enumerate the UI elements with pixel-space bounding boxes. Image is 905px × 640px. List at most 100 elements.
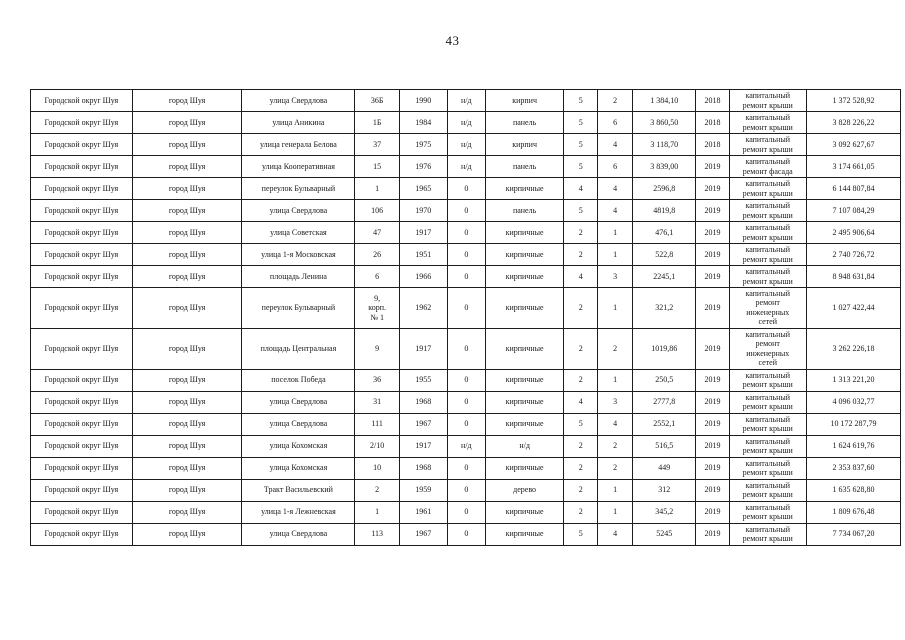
table-row: Городской округ Шуя город Шуя Тракт Василь…	[30, 478, 902, 502]
area-cell: 321,2	[631, 287, 697, 329]
table-body: Городской округ Шуя город Шуя улица Свердл…	[30, 89, 902, 546]
street-cell: улица Свердлова	[241, 89, 356, 112]
plan-year-cell: 2019	[695, 155, 730, 178]
repair-type-cell: капитальный ремонт крыши	[728, 199, 807, 222]
street-cell: улица Аникина	[241, 111, 356, 134]
cost-cell: 3 092 627,67	[805, 133, 902, 156]
entrances-cell: 1	[597, 500, 633, 524]
house-number-cell: 1Б	[354, 111, 400, 134]
year-built-cell: 1917	[398, 221, 448, 244]
city-cell: город Шуя	[131, 368, 243, 392]
entrances-cell: 6	[597, 111, 633, 134]
table-row: Городской округ Шуя город Шуя площадь Цент…	[30, 327, 902, 370]
city-cell: город Шуя	[131, 434, 243, 458]
house-number-cell: 113	[354, 522, 400, 546]
city-cell: город Шуя	[131, 221, 243, 244]
house-number-cell: 37	[354, 133, 400, 156]
city-cell: город Шуя	[131, 177, 243, 200]
municipality-cell: Городской округ Шуя	[30, 133, 133, 156]
city-cell: город Шуя	[131, 478, 243, 502]
floors-cell: 2	[563, 243, 599, 266]
entrances-cell: 4	[597, 199, 633, 222]
entrances-cell: 2	[597, 434, 633, 458]
street-cell: улица Кохомская	[241, 434, 356, 458]
municipality-cell: Городской округ Шуя	[30, 327, 133, 370]
table-row: Городской округ Шуя город Шуя улица Аникин…	[30, 111, 902, 134]
area-cell: 250,5	[631, 368, 697, 392]
wall-material-cell: кирпичные	[484, 456, 565, 480]
year-built-cell: 1968	[398, 390, 448, 414]
cost-cell: 3 828 226,22	[805, 111, 902, 134]
floors-cell: 2	[563, 368, 599, 392]
area-cell: 312	[631, 478, 697, 502]
wear-cell: 0	[446, 287, 486, 329]
wall-material-cell: кирпичные	[484, 221, 565, 244]
table-row: Городской округ Шуя город Шуя улица Свердл…	[30, 89, 902, 112]
wall-material-cell: кирпичные	[484, 368, 565, 392]
municipality-cell: Городской округ Шуя	[30, 412, 133, 436]
wear-cell: 0	[446, 177, 486, 200]
entrances-cell: 4	[597, 412, 633, 436]
wear-cell: 0	[446, 412, 486, 436]
table-row: Городской округ Шуя город Шуя поселок Побе…	[30, 368, 902, 392]
city-cell: город Шуя	[131, 111, 243, 134]
area-cell: 2245,1	[631, 265, 697, 288]
street-cell: улица Свердлова	[241, 522, 356, 546]
plan-year-cell: 2019	[695, 522, 730, 546]
floors-cell: 2	[563, 456, 599, 480]
street-cell: Тракт Васильевский	[241, 478, 356, 502]
repair-type-cell: капитальный ремонт инженерных сетей	[728, 327, 807, 370]
street-cell: улица Советская	[241, 221, 356, 244]
repair-type-cell: капитальный ремонт крыши	[728, 177, 807, 200]
repair-type-cell: капитальный ремонт фасада	[728, 155, 807, 178]
year-built-cell: 1951	[398, 243, 448, 266]
street-cell: улица Свердлова	[241, 199, 356, 222]
entrances-cell: 3	[597, 265, 633, 288]
area-cell: 5245	[631, 522, 697, 546]
house-number-cell: 47	[354, 221, 400, 244]
municipality-cell: Городской округ Шуя	[30, 111, 133, 134]
floors-cell: 5	[563, 522, 599, 546]
entrances-cell: 1	[597, 221, 633, 244]
wall-material-cell: кирпичные	[484, 243, 565, 266]
table-row: Городской округ Шуя город Шуя улица Кохомс…	[30, 434, 902, 458]
house-number-cell: 9, корп. № 1	[354, 287, 400, 329]
city-cell: город Шуя	[131, 500, 243, 524]
wear-cell: 0	[446, 199, 486, 222]
year-built-cell: 1966	[398, 265, 448, 288]
floors-cell: 5	[563, 412, 599, 436]
wear-cell: 0	[446, 478, 486, 502]
cost-cell: 1 027 422,44	[805, 287, 902, 329]
street-cell: улица Свердлова	[241, 412, 356, 436]
area-cell: 1019,86	[631, 327, 697, 370]
house-number-cell: 111	[354, 412, 400, 436]
house-number-cell: 6	[354, 265, 400, 288]
year-built-cell: 1959	[398, 478, 448, 502]
repair-type-cell: капитальный ремонт крыши	[728, 133, 807, 156]
floors-cell: 2	[563, 478, 599, 502]
table-row: Городской округ Шуя город Шуя улица Советс…	[30, 221, 902, 244]
cost-cell: 7 107 084,29	[805, 199, 902, 222]
house-number-cell: 1	[354, 177, 400, 200]
wall-material-cell: дерево	[484, 478, 565, 502]
year-built-cell: 1975	[398, 133, 448, 156]
floors-cell: 5	[563, 89, 599, 112]
street-cell: улица Кохомская	[241, 456, 356, 480]
year-built-cell: 1990	[398, 89, 448, 112]
repair-type-cell: капитальный ремонт крыши	[728, 368, 807, 392]
city-cell: город Шуя	[131, 243, 243, 266]
plan-year-cell: 2019	[695, 412, 730, 436]
plan-year-cell: 2019	[695, 243, 730, 266]
entrances-cell: 4	[597, 133, 633, 156]
municipality-cell: Городской округ Шуя	[30, 199, 133, 222]
year-built-cell: 1917	[398, 327, 448, 370]
plan-year-cell: 2019	[695, 265, 730, 288]
wear-cell: 0	[446, 390, 486, 414]
municipality-cell: Городской округ Шуя	[30, 155, 133, 178]
plan-year-cell: 2018	[695, 89, 730, 112]
municipality-cell: Городской округ Шуя	[30, 265, 133, 288]
street-cell: улица Кооперативная	[241, 155, 356, 178]
cost-cell: 7 734 067,20	[805, 522, 902, 546]
street-cell: площадь Ленина	[241, 265, 356, 288]
wall-material-cell: кирпич	[484, 89, 565, 112]
